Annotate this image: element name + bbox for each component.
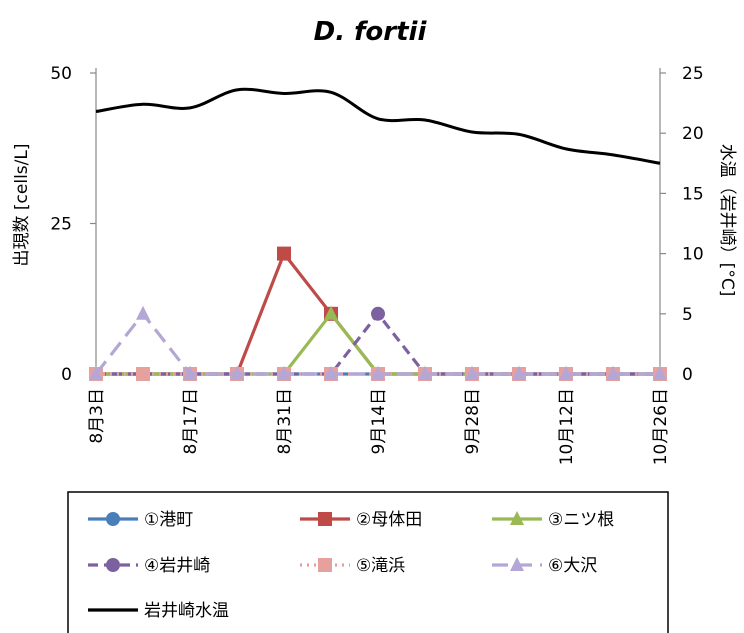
data-point [106, 512, 120, 526]
y2-tick-label: 10 [682, 245, 704, 265]
chart-title: D. fortii [314, 17, 428, 47]
data-point [318, 512, 332, 526]
data-point [318, 558, 332, 572]
y-tick-label: 25 [50, 215, 72, 235]
data-point [510, 557, 524, 571]
y-tick-label: 50 [50, 64, 72, 84]
legend-label: ③ニツ根 [548, 510, 614, 530]
y2-axis-label: 水温（岩井崎）[°C] [717, 144, 737, 297]
x-tick-label: 9月28日 [463, 388, 483, 454]
data-point [277, 246, 291, 261]
axes: 0 25 50 0 5 10 15 20 25 8月3日 8月17日 8月31日 9月14日 9月28日 1… [50, 64, 703, 465]
series-line [95, 87, 661, 165]
data-point [371, 306, 385, 321]
y-tick-label: 0 [61, 365, 72, 385]
data-point [89, 366, 103, 380]
y2-tick-label: 15 [682, 184, 704, 204]
data-point [324, 366, 338, 380]
data-point [510, 511, 524, 525]
y2-tick-label: 20 [682, 124, 704, 144]
data-point [465, 366, 479, 380]
legend-box [67, 491, 669, 633]
data-point [106, 558, 120, 572]
plot-area [89, 87, 667, 381]
data-point [183, 366, 197, 380]
data-point [324, 305, 338, 320]
series-line [94, 312, 660, 376]
legend-label: ①港町 [144, 510, 193, 530]
x-tick-label: 8月3日 [87, 388, 107, 444]
data-point [371, 366, 385, 380]
x-tick-label: 9月14日 [369, 388, 389, 454]
data-point [277, 366, 291, 380]
data-point [136, 305, 150, 320]
series-line [96, 312, 660, 376]
legend-label: ②母体田 [356, 510, 422, 530]
y2-tick-label: 5 [682, 305, 693, 325]
x-tick-label: 8月17日 [181, 388, 201, 454]
data-point [559, 366, 573, 380]
data-point [136, 367, 150, 381]
data-point [230, 366, 244, 380]
data-point [418, 366, 432, 380]
data-point [653, 366, 667, 380]
legend-label: ⑥大沢 [548, 556, 597, 576]
x-tick-label: 10月26日 [651, 388, 671, 465]
y-axis-label: 出現数 [cells/L] [12, 144, 32, 267]
series-line [96, 312, 660, 376]
legend-label: ⑤滝浜 [356, 556, 405, 576]
legend-label: 岩井崎水温 [144, 601, 229, 621]
x-tick-label: 10月12日 [557, 388, 577, 465]
data-point [606, 366, 620, 380]
y2-tick-label: 0 [682, 365, 693, 385]
data-point [512, 366, 526, 380]
x-tick-label: 8月31日 [275, 388, 295, 454]
legend-label: ④岩井崎 [144, 556, 210, 576]
y2-tick-label: 25 [682, 64, 704, 84]
